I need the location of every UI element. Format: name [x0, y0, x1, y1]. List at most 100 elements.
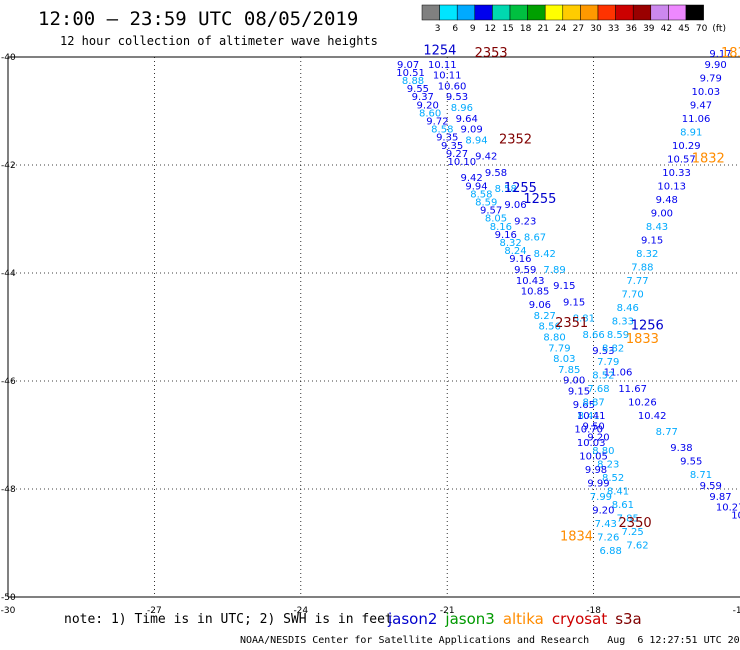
x-tick-label: -30 — [1, 606, 16, 616]
wave-height-value: 10 — [731, 511, 740, 522]
colorbar-label: 27 — [573, 24, 584, 34]
colorbar-label: 18 — [520, 24, 532, 34]
wave-height-value: 9.15 — [568, 387, 590, 398]
wave-height-value: 7.62 — [626, 540, 648, 551]
colorbar-label: 33 — [608, 24, 619, 34]
wave-height-value: 8.58 — [495, 184, 517, 195]
colorbar-label: 30 — [590, 24, 602, 34]
wave-height-value: 8.42 — [534, 249, 556, 260]
wave-height-value: 8.87 — [582, 397, 604, 408]
wave-height-value: 8.96 — [451, 103, 473, 114]
y-tick-label: -44 — [1, 269, 16, 279]
wave-height-value: 8.33 — [612, 316, 634, 327]
wave-height-value: 8.59 — [607, 330, 629, 341]
colorbar-swatch — [685, 4, 704, 21]
wave-height-value: 9.87 — [709, 492, 731, 503]
wave-height-value: 8.41 — [578, 411, 600, 422]
wave-height-value: 9.20 — [592, 505, 614, 516]
wave-height-value: 9.42 — [475, 152, 497, 163]
colorbar-label: 45 — [678, 24, 689, 34]
colorbar-label: 39 — [643, 24, 655, 34]
wave-height-value: 9.64 — [456, 114, 478, 125]
wave-height-value: 10.43 — [516, 276, 545, 287]
pass-time-label: 1833 — [626, 332, 659, 347]
wave-height-value: 9.06 — [504, 200, 526, 211]
wave-height-value: 9.55 — [407, 84, 429, 95]
wave-height-value: 8.03 — [553, 354, 575, 365]
y-tick-label: -50 — [1, 593, 16, 603]
wave-height-value: 9.59 — [514, 265, 536, 276]
colorbar-label: (ft) — [712, 24, 726, 34]
wave-height-value: 10.33 — [662, 168, 691, 179]
pass-time-label: 1832 — [692, 151, 725, 166]
wave-height-value: 8.88 — [402, 76, 424, 87]
wave-height-value: 9.42 — [460, 173, 482, 184]
wave-height-value: 8.58 — [431, 125, 453, 136]
wave-height-value: 8.67 — [524, 233, 546, 244]
wave-height-value: 9.27 — [446, 149, 468, 160]
wave-height-value: 10.85 — [521, 287, 550, 298]
wave-height-value: 7.89 — [543, 265, 565, 276]
wave-height-value: 10.11 — [433, 71, 462, 82]
wave-height-value: 10.03 — [577, 438, 606, 449]
wave-height-value: 8.82 — [602, 343, 624, 354]
wave-height-value: 8.59 — [475, 198, 497, 209]
colorbar-label: 12 — [485, 24, 496, 34]
wave-height-value: 9.94 — [465, 181, 487, 192]
wave-height-value: 8.43 — [646, 222, 668, 233]
wave-height-value: 10.10 — [448, 157, 477, 168]
colorbar-label: 21 — [537, 24, 548, 34]
wave-height-value: 10.51 — [396, 68, 425, 79]
legend-note: note: 1) Time is in UTC; 2) SWH is in fe… — [64, 612, 393, 627]
wave-height-value: 8.16 — [490, 222, 512, 233]
wave-height-value: 8.52 — [592, 370, 614, 381]
wave-height-value: 9.17 — [709, 49, 731, 60]
wave-height-value: 9.07 — [397, 60, 419, 71]
wave-height-value: 6.88 — [600, 546, 622, 557]
legend-series-s3a: s3a — [615, 610, 642, 628]
chart-title: 12:00 – 23:59 UTC 08/05/2019 — [38, 8, 359, 30]
wave-height-value: 9.53 — [446, 92, 468, 103]
x-tick-label: -15 — [733, 606, 740, 616]
wave-height-value: 10.27 — [716, 503, 740, 514]
wave-height-value: 9.98 — [585, 465, 607, 476]
colorbar-label: 9 — [470, 24, 476, 34]
wave-height-value: 9.79 — [700, 73, 722, 84]
wave-height-value: 9.55 — [680, 457, 702, 468]
wave-height-value: 8.05 — [485, 214, 507, 225]
y-tick-label: -46 — [1, 377, 16, 387]
wave-height-value: 8.32 — [500, 238, 522, 249]
legend-series-jason3: jason3 — [445, 610, 495, 628]
x-tick-label: -27 — [147, 606, 162, 616]
wave-height-value: 7.85 — [617, 513, 639, 524]
wave-height-value: 9.16 — [509, 254, 531, 265]
wave-height-value: 7.43 — [595, 519, 617, 530]
wave-height-value: 8.66 — [582, 330, 604, 341]
wave-height-value: 10.60 — [438, 81, 467, 92]
wave-height-value: 10.11 — [428, 60, 457, 71]
y-tick-label: -40 — [1, 53, 16, 63]
colorbar-label: 6 — [452, 24, 458, 34]
wave-height-value: 9.35 — [436, 133, 458, 144]
wave-height-value: 7.25 — [622, 527, 644, 538]
pass-time-label: 1255 — [504, 181, 537, 196]
wave-height-value: 8.46 — [617, 303, 639, 314]
wave-height-value: 11.67 — [618, 384, 647, 395]
colorbar-label: 3 — [435, 24, 441, 34]
wave-height-value: 11.06 — [604, 368, 633, 379]
wave-height-value: 7.26 — [597, 532, 619, 543]
wave-height-value: 8.41 — [607, 486, 629, 497]
wave-height-value: 8.81 — [573, 314, 595, 325]
wave-height-value: 8.23 — [597, 459, 619, 470]
wave-height-value: 9.06 — [529, 300, 551, 311]
wave-height-value: 10.05 — [579, 451, 608, 462]
wave-height-value: 9.65 — [573, 400, 595, 411]
wave-height-value: 8.94 — [465, 135, 487, 146]
wave-height-value: 9.57 — [480, 206, 502, 217]
wave-height-value: 7.99 — [590, 492, 612, 503]
pass-time-label: 2350 — [619, 516, 652, 531]
pass-time-label: 2353 — [475, 46, 508, 61]
wave-height-value: 8.56 — [539, 322, 561, 333]
pass-time-label: 1254 — [423, 43, 456, 58]
wave-height-value: 9.72 — [426, 117, 448, 128]
